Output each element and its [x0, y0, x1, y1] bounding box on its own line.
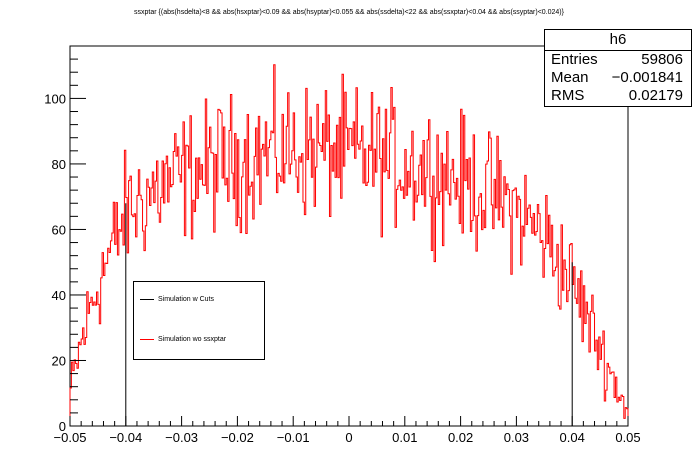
y-tick-label: 80: [52, 157, 66, 172]
x-tick-label: −0.03: [165, 430, 198, 445]
legend-box: Simulation w Cuts Simulation wo ssxptar: [133, 281, 265, 360]
x-tick-label: 0.03: [504, 430, 529, 445]
x-tick-label: −0.01: [277, 430, 310, 445]
stats-rms-value: 0.02179: [628, 87, 683, 104]
y-tick-label: 40: [52, 288, 66, 303]
legend-label-w-cuts: Simulation w Cuts: [158, 296, 215, 303]
y-tick-label: 60: [52, 222, 66, 237]
x-tick-label: −0.05: [54, 430, 87, 445]
legend-line-black: [140, 298, 154, 300]
stats-mean: Mean −0.001841: [545, 69, 691, 87]
x-tick-label: −0.04: [109, 430, 142, 445]
stats-rms-label: RMS: [551, 87, 585, 104]
stats-entries-value: 59806: [641, 51, 683, 68]
y-tick-label: 0: [59, 419, 66, 434]
y-tick-label: 100: [44, 91, 66, 106]
stats-mean-value: −0.001841: [611, 69, 683, 86]
stats-name: h6: [545, 30, 691, 51]
stats-mean-label: Mean: [551, 69, 589, 86]
x-tick-label: 0.01: [392, 430, 417, 445]
stats-entries-label: Entries: [551, 51, 598, 68]
axes: −0.05 −0.04 −0.03 −0.02 −0.01 0 0.01 0.02 0.03 0.…: [44, 45, 641, 445]
series-simulation-wo-ssxptar: [69, 64, 629, 426]
series-simulation-w-cuts: [125, 203, 573, 426]
stats-entries: Entries 59806: [545, 51, 691, 69]
x-tick-label: 0.05: [615, 430, 640, 445]
legend-label-wo-ssxptar: Simulation wo ssxptar: [158, 336, 227, 343]
legend-item-w-cuts: Simulation w Cuts: [140, 294, 214, 306]
stats-box: h6 Entries 59806 Mean −0.001841 RMS 0.02…: [544, 29, 692, 107]
x-tick-label: −0.02: [221, 430, 254, 445]
legend-item-wo-ssxptar: Simulation wo ssxptar: [140, 334, 226, 346]
x-tick-label: 0.04: [560, 430, 585, 445]
series-line-simulation-wo-ssxptar: [69, 64, 629, 426]
chart-title: ssxptar {(abs(hsdelta)<8 && abs(hsxptar)…: [134, 9, 564, 16]
x-tick-label: 0.02: [448, 430, 473, 445]
stats-rms: RMS 0.02179: [545, 87, 691, 105]
x-tick-label: 0: [345, 430, 352, 445]
legend-line-red: [140, 338, 154, 340]
y-tick-label: 20: [52, 353, 66, 368]
